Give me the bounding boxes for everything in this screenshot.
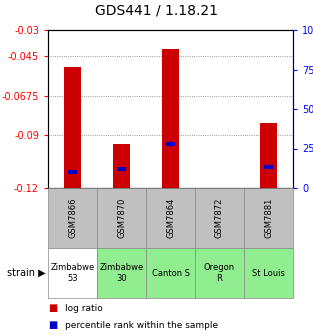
Bar — [260, 123, 277, 188]
Text: Oregon
R: Oregon R — [204, 263, 235, 283]
Text: log ratio: log ratio — [65, 304, 103, 312]
Text: GDS441 / 1.18.21: GDS441 / 1.18.21 — [95, 4, 218, 18]
Text: GSM7866: GSM7866 — [68, 198, 77, 238]
Text: St Louis: St Louis — [252, 268, 285, 278]
Text: GSM7864: GSM7864 — [166, 198, 175, 238]
Text: Zimbabwe
53: Zimbabwe 53 — [50, 263, 95, 283]
Text: Canton S: Canton S — [151, 268, 189, 278]
Text: percentile rank within the sample: percentile rank within the sample — [65, 321, 218, 330]
Bar — [162, 49, 179, 188]
Text: GSM7872: GSM7872 — [215, 198, 224, 238]
Text: strain ▶: strain ▶ — [8, 268, 46, 278]
Bar — [166, 142, 175, 146]
Bar — [68, 170, 77, 174]
Text: GSM7870: GSM7870 — [117, 198, 126, 238]
Bar — [64, 67, 81, 188]
Bar — [113, 144, 130, 188]
Bar — [264, 166, 273, 169]
Text: ■: ■ — [48, 320, 57, 330]
Text: Zimbabwe
30: Zimbabwe 30 — [99, 263, 144, 283]
Text: GSM7881: GSM7881 — [264, 198, 273, 238]
Text: ■: ■ — [48, 303, 57, 313]
Bar — [117, 167, 126, 171]
